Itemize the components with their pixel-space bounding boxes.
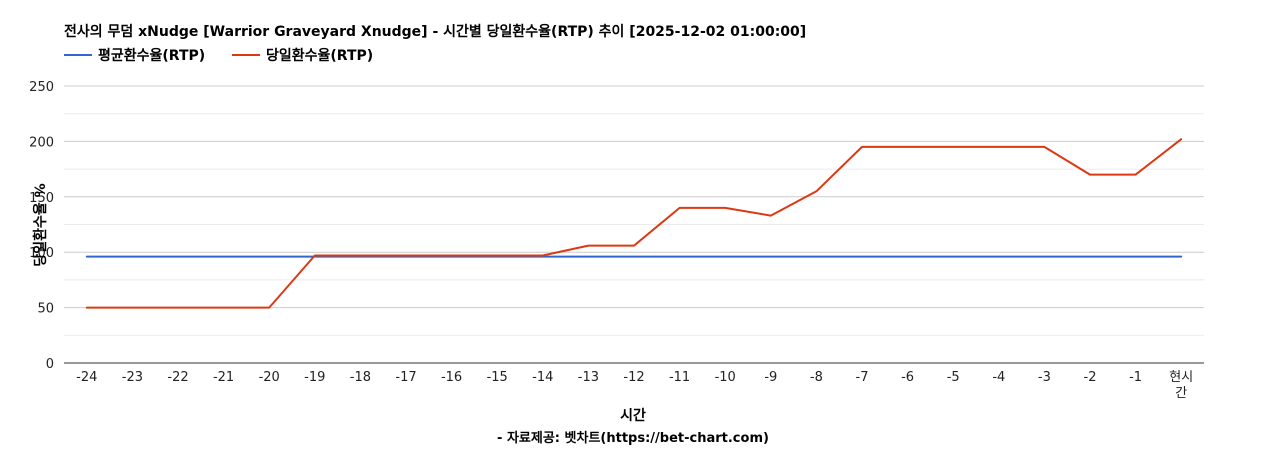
x-tick-label: -12 <box>623 370 644 385</box>
x-tick-label: -5 <box>947 370 960 385</box>
data-point[interactable] <box>221 305 227 311</box>
data-point[interactable] <box>1041 254 1047 260</box>
data-point[interactable] <box>129 305 135 311</box>
data-point[interactable] <box>996 254 1002 260</box>
y-tick-label: 150 <box>29 191 54 206</box>
data-point[interactable] <box>631 254 637 260</box>
data-point[interactable] <box>768 213 774 219</box>
data-point[interactable] <box>905 144 911 150</box>
x-tick-label: -4 <box>992 370 1005 385</box>
y-tick-label: 200 <box>29 135 54 150</box>
data-point[interactable] <box>266 254 272 260</box>
x-axis-title: 시간 <box>620 407 646 424</box>
data-point[interactable] <box>1087 254 1093 260</box>
x-axis-ticks: -24 -23 -22 -21 -20 -19 -18 -17 -16 -15 -14 -13 -12 -… <box>76 370 1193 401</box>
data-point[interactable] <box>950 144 956 150</box>
x-tick-label: -1 <box>1129 370 1142 385</box>
data-point[interactable] <box>1133 254 1139 260</box>
data-point[interactable] <box>449 253 455 259</box>
data-point[interactable] <box>494 253 500 259</box>
data-point[interactable] <box>1041 144 1047 150</box>
x-tick-label: -19 <box>304 370 325 385</box>
legend-label-daily: 당일환수율(RTP) <box>266 47 373 64</box>
data-point[interactable] <box>84 254 90 260</box>
data-point[interactable] <box>1133 172 1139 178</box>
data-point[interactable] <box>905 254 911 260</box>
y-axis-ticks: 0 50 100 150 200 250 <box>29 80 54 372</box>
x-tick-label: -7 <box>856 370 869 385</box>
data-point[interactable] <box>585 254 591 260</box>
x-tick-label: -18 <box>350 370 371 385</box>
data-point[interactable] <box>859 254 865 260</box>
x-tick-label: -20 <box>259 370 280 385</box>
x-tick-label: -10 <box>715 370 736 385</box>
data-point[interactable] <box>175 254 181 260</box>
legend-item-average[interactable]: 평균환수율(RTP) <box>64 47 205 64</box>
data-point[interactable] <box>1178 254 1184 260</box>
y-tick-label: 100 <box>29 246 54 261</box>
data-point[interactable] <box>996 144 1002 150</box>
x-tick-label: -17 <box>395 370 416 385</box>
x-tick-label: -9 <box>764 370 777 385</box>
data-point[interactable] <box>1178 136 1184 142</box>
grid <box>64 85 1204 336</box>
x-tick-label: -21 <box>213 370 234 385</box>
data-source-credit: - 자료제공: 벳차트(https://bet-chart.com) <box>497 430 769 446</box>
y-tick-label: 50 <box>37 302 54 317</box>
data-point[interactable] <box>84 305 90 311</box>
data-point[interactable] <box>129 254 135 260</box>
data-point[interactable] <box>357 253 363 259</box>
data-point[interactable] <box>585 243 591 249</box>
data-point[interactable] <box>722 205 728 211</box>
data-point[interactable] <box>312 253 318 259</box>
data-point[interactable] <box>768 254 774 260</box>
data-point[interactable] <box>631 243 637 249</box>
data-point[interactable] <box>1087 172 1093 178</box>
x-tick-label: -2 <box>1084 370 1097 385</box>
data-point[interactable] <box>859 144 865 150</box>
x-tick-label: -14 <box>532 370 553 385</box>
data-point[interactable] <box>677 254 683 260</box>
x-tick-label: -24 <box>76 370 97 385</box>
data-point[interactable] <box>722 254 728 260</box>
y-tick-label: 0 <box>46 357 54 372</box>
x-tick-label: -16 <box>441 370 462 385</box>
series <box>84 136 1184 311</box>
x-tick-label: -13 <box>578 370 599 385</box>
x-tick-label: -6 <box>901 370 914 385</box>
data-point[interactable] <box>813 188 819 194</box>
x-tick-label: -15 <box>487 370 508 385</box>
legend: 평균환수율(RTP) 당일환수율(RTP) <box>64 47 373 64</box>
x-tick-label: -22 <box>167 370 188 385</box>
y-tick-label: 250 <box>29 80 54 95</box>
data-point[interactable] <box>677 205 683 211</box>
data-point[interactable] <box>175 305 181 311</box>
legend-label-average: 평균환수율(RTP) <box>98 47 205 64</box>
data-point[interactable] <box>813 254 819 260</box>
x-tick-label: -3 <box>1038 370 1051 385</box>
data-point[interactable] <box>266 305 272 311</box>
x-tick-label: -11 <box>669 370 690 385</box>
data-point[interactable] <box>221 254 227 260</box>
x-tick-label: 현시 간 <box>1169 370 1193 401</box>
series-line-daily[interactable] <box>85 138 1183 309</box>
data-point[interactable] <box>950 254 956 260</box>
data-point[interactable] <box>540 253 546 259</box>
y-axis-title: 당일환수율 % <box>32 183 49 266</box>
legend-item-daily[interactable]: 당일환수율(RTP) <box>232 47 373 64</box>
data-point[interactable] <box>403 253 409 259</box>
x-tick-label: -23 <box>122 370 143 385</box>
x-tick-label: -8 <box>810 370 823 385</box>
chart-title: 전사의 무덤 xNudge [Warrior Graveyard Xnudge]… <box>64 23 806 40</box>
